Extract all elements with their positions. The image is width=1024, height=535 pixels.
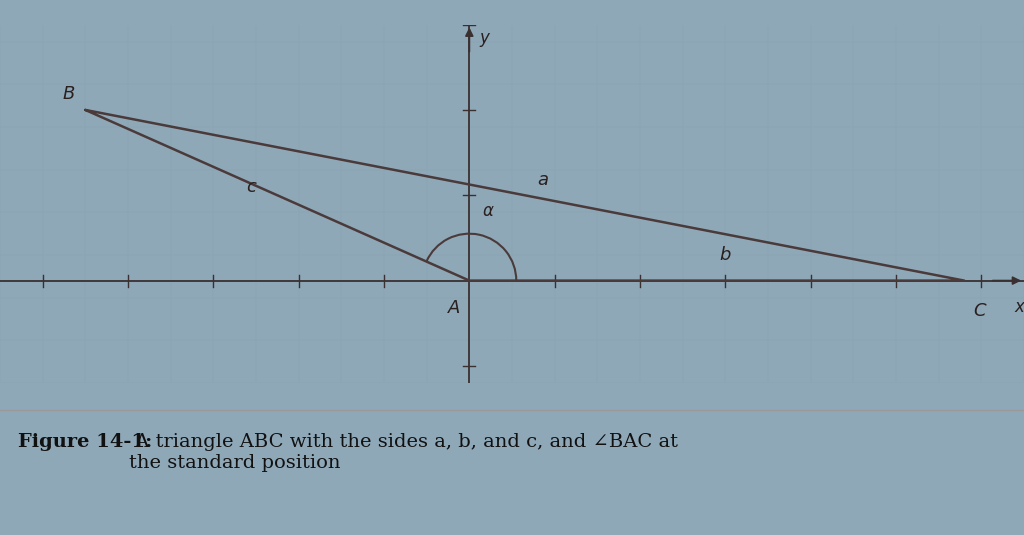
Text: A triangle ABC with the sides a, b, and c, and ∠BAC at
the standard position: A triangle ABC with the sides a, b, and … <box>129 433 678 472</box>
Text: A: A <box>447 300 460 317</box>
Text: x: x <box>1015 297 1024 316</box>
Text: b: b <box>720 246 731 264</box>
Text: y: y <box>479 29 489 47</box>
Text: C: C <box>973 302 985 320</box>
Text: Figure 14-1:: Figure 14-1: <box>18 433 153 451</box>
Text: B: B <box>62 85 75 103</box>
Text: α: α <box>482 202 494 220</box>
Text: a: a <box>538 171 549 189</box>
Text: c: c <box>246 178 256 196</box>
